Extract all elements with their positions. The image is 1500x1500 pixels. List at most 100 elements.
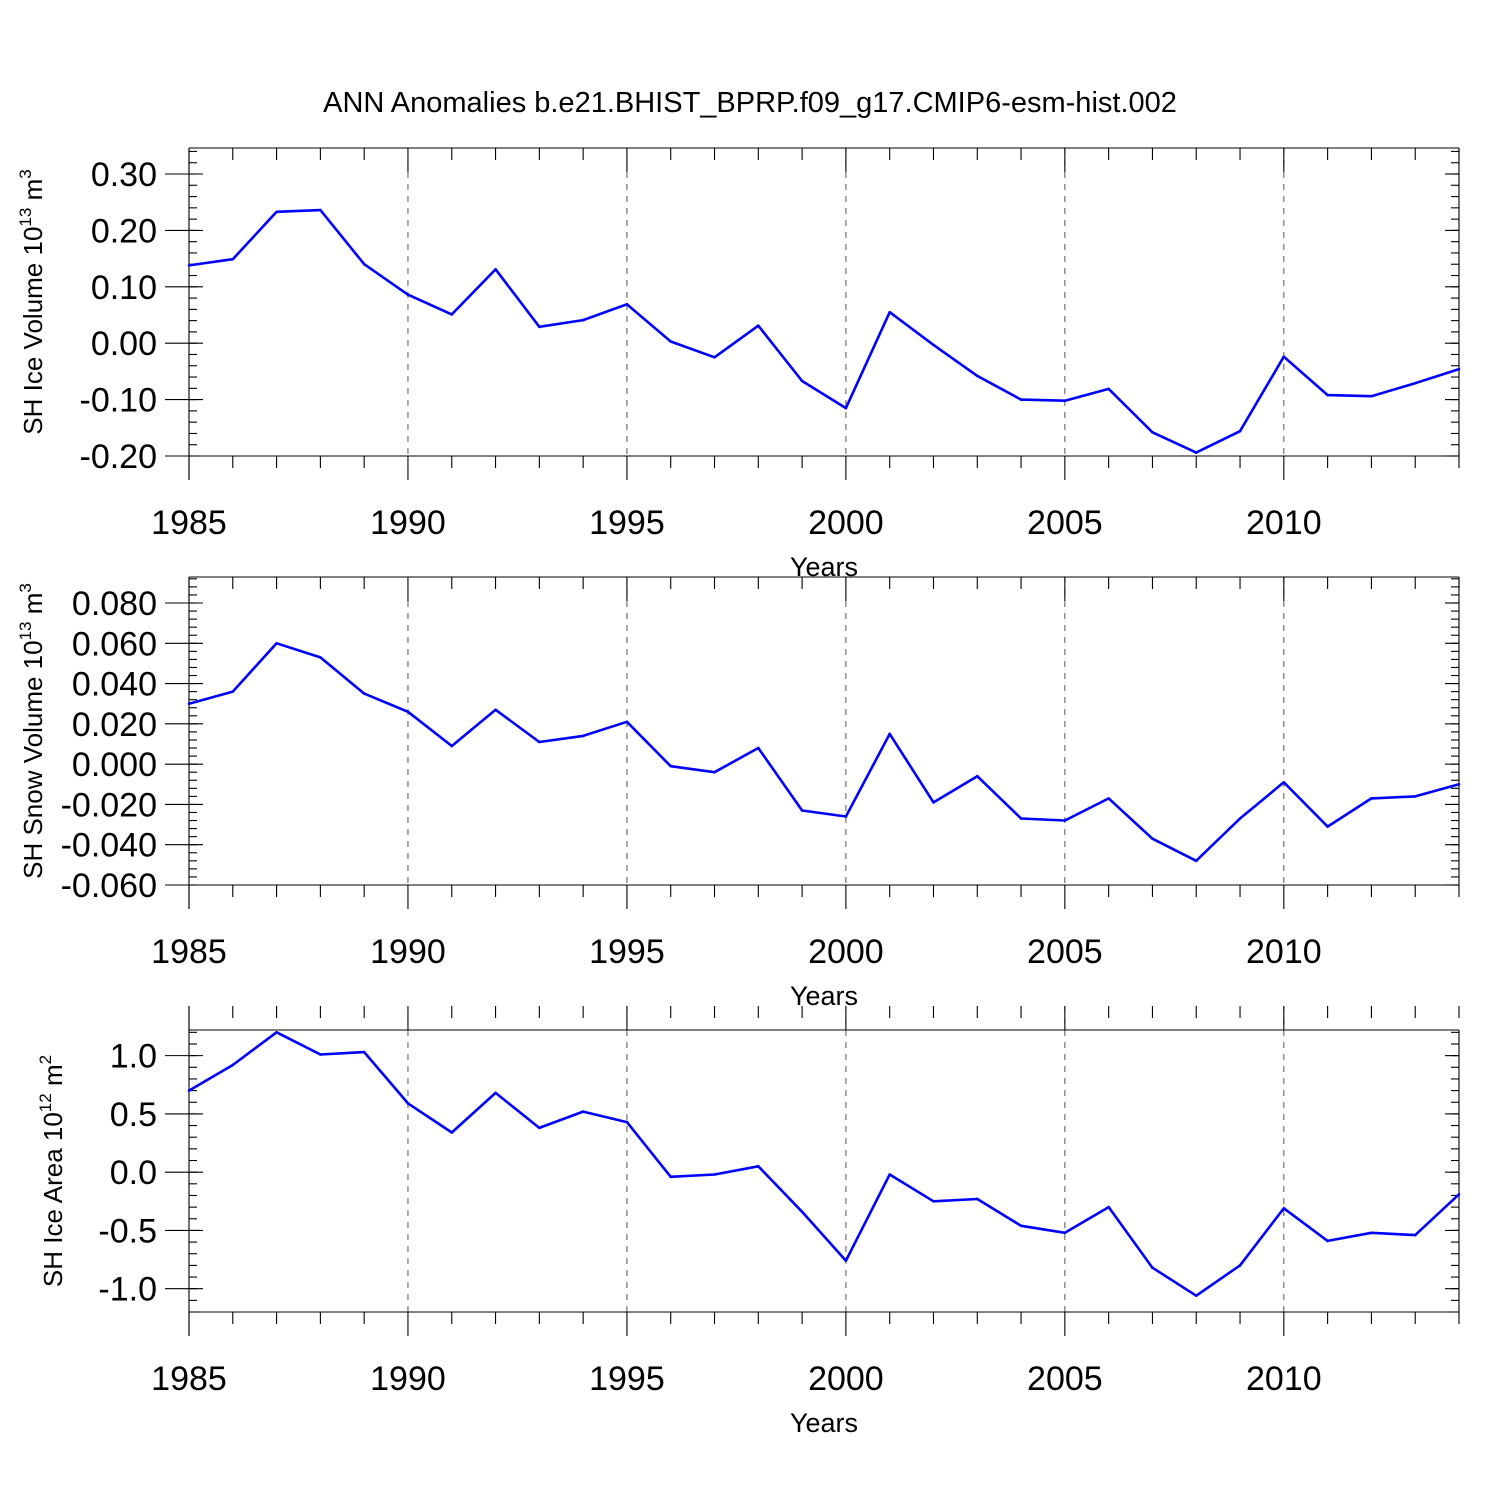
data-point	[319, 1053, 322, 1056]
x-axis-title: Years	[790, 981, 858, 1011]
data-point	[713, 356, 716, 359]
data-point	[669, 340, 673, 343]
data-point	[1370, 797, 1373, 800]
data-point	[1063, 819, 1067, 822]
data-point	[581, 318, 585, 322]
data-point	[1370, 394, 1373, 398]
data-point	[1151, 431, 1154, 434]
data-point	[1457, 1193, 1461, 1196]
data-point	[362, 692, 366, 695]
data-point	[1326, 1239, 1329, 1243]
chart-panel-middle: 1985 1990 1995 2000 2005 2010Years0.0800.0600…	[16, 576, 1461, 1011]
data-point	[844, 1259, 848, 1263]
data-point	[1457, 367, 1461, 371]
data-point	[625, 720, 629, 724]
y-axis-title-part: m	[38, 1064, 68, 1093]
series-line-top	[188, 208, 1460, 454]
data-point	[1194, 451, 1198, 454]
data-point	[1238, 1264, 1242, 1267]
data-point	[581, 1110, 585, 1113]
data-point	[231, 1063, 235, 1067]
data-point	[932, 801, 935, 804]
data-point	[187, 1089, 191, 1092]
data-point	[187, 702, 191, 706]
data-point	[1194, 859, 1198, 863]
data-point	[888, 310, 891, 314]
x-tick-label: 2010	[1246, 1360, 1322, 1398]
x-tick-label: 2005	[1027, 933, 1103, 971]
y-tick-label: 0.020	[72, 706, 157, 744]
x-axis-title: Years	[790, 1408, 858, 1438]
x-tick-label: 1985	[151, 1360, 227, 1398]
y-tick-label: 0.060	[72, 625, 157, 663]
data-point	[625, 302, 629, 306]
data-point	[231, 257, 235, 261]
x-tick-label: 1995	[589, 933, 665, 971]
y-axis-title-part: SH Ice Volume 10	[18, 227, 48, 435]
data-point	[1107, 797, 1110, 800]
data-point	[538, 740, 541, 744]
data-point	[888, 1173, 891, 1176]
y-tick-label: -0.060	[61, 867, 157, 905]
data-point	[932, 1199, 935, 1203]
y-axis-title-part: SH Ice Area 10	[38, 1112, 68, 1287]
data-point	[1282, 1206, 1286, 1210]
data-point	[275, 1031, 278, 1034]
y-axis-title-superscript: 12	[36, 1093, 55, 1112]
data-point	[319, 656, 322, 659]
x-tick-label: 1995	[589, 1360, 665, 1398]
data-point	[1107, 387, 1110, 391]
y-tick-label: -0.10	[80, 382, 158, 420]
panels: 1985 1990 1995 2000 2005 2010 Years 0.30 0.20 0.1…	[16, 147, 1461, 1438]
x-tick-label: 1990	[370, 933, 446, 971]
y-tick-label: 0.0	[110, 1154, 157, 1192]
x-tick-label: 1990	[370, 1360, 446, 1398]
data-point	[581, 734, 585, 738]
data-point	[1413, 381, 1417, 385]
y-axis-title-superscript: 13	[16, 621, 35, 640]
data-point	[844, 406, 848, 410]
data-point	[1151, 837, 1154, 840]
y-tick-label: 0.30	[91, 156, 157, 194]
data-point	[975, 1197, 979, 1201]
data-point	[1019, 817, 1023, 820]
y-tick-label: 0.040	[72, 666, 157, 704]
data-point	[494, 268, 497, 271]
data-point	[1019, 398, 1023, 401]
x-tick-label: 2005	[1027, 504, 1103, 542]
data-point	[975, 374, 979, 378]
chart-panel-top: 1985 1990 1995 2000 2005 2010Years0.300.200.1…	[16, 147, 1461, 582]
y-axis-title: SH Ice Area 1012 m2	[36, 1055, 68, 1287]
data-point	[538, 1126, 541, 1130]
data-point	[1151, 1266, 1154, 1270]
data-point	[362, 1050, 366, 1054]
y-tick-label: -1.0	[98, 1271, 157, 1309]
data-point	[275, 210, 278, 214]
x-tick-label: 2000	[808, 1360, 884, 1398]
y-tick-label: 0.20	[91, 212, 157, 250]
data-point	[494, 1091, 497, 1095]
data-point	[450, 744, 454, 748]
y-axis-title-part: SH Snow Volume 10	[18, 640, 48, 878]
y-tick-label: 1.0	[110, 1038, 157, 1076]
y-axis-title: SH Snow Volume 1013 m3	[16, 583, 48, 879]
data-point	[1238, 817, 1242, 820]
data-point	[669, 764, 673, 768]
data-point	[1063, 1231, 1067, 1235]
x-tick-label: 2000	[808, 504, 884, 542]
series-line-bottom	[188, 1031, 1460, 1297]
y-axis-title-part: m	[18, 593, 48, 622]
y-axis-title-superscript: 3	[16, 169, 35, 178]
data-point	[1370, 1231, 1373, 1235]
chart-panel-bottom: 1985 1990 1995 2000 2005 2010 Years 1.0 0.5 0.0 -0…	[36, 1006, 1461, 1438]
data-point	[1457, 782, 1461, 786]
data-point	[1107, 1205, 1110, 1209]
data-point	[800, 809, 804, 812]
y-tick-label: 0.5	[110, 1096, 157, 1134]
y-tick-label: -0.5	[98, 1212, 157, 1250]
data-point	[275, 641, 278, 645]
x-tick-label: 2010	[1246, 504, 1322, 542]
data-point	[800, 379, 804, 383]
data-point	[844, 815, 848, 818]
data-point	[1194, 1294, 1198, 1297]
